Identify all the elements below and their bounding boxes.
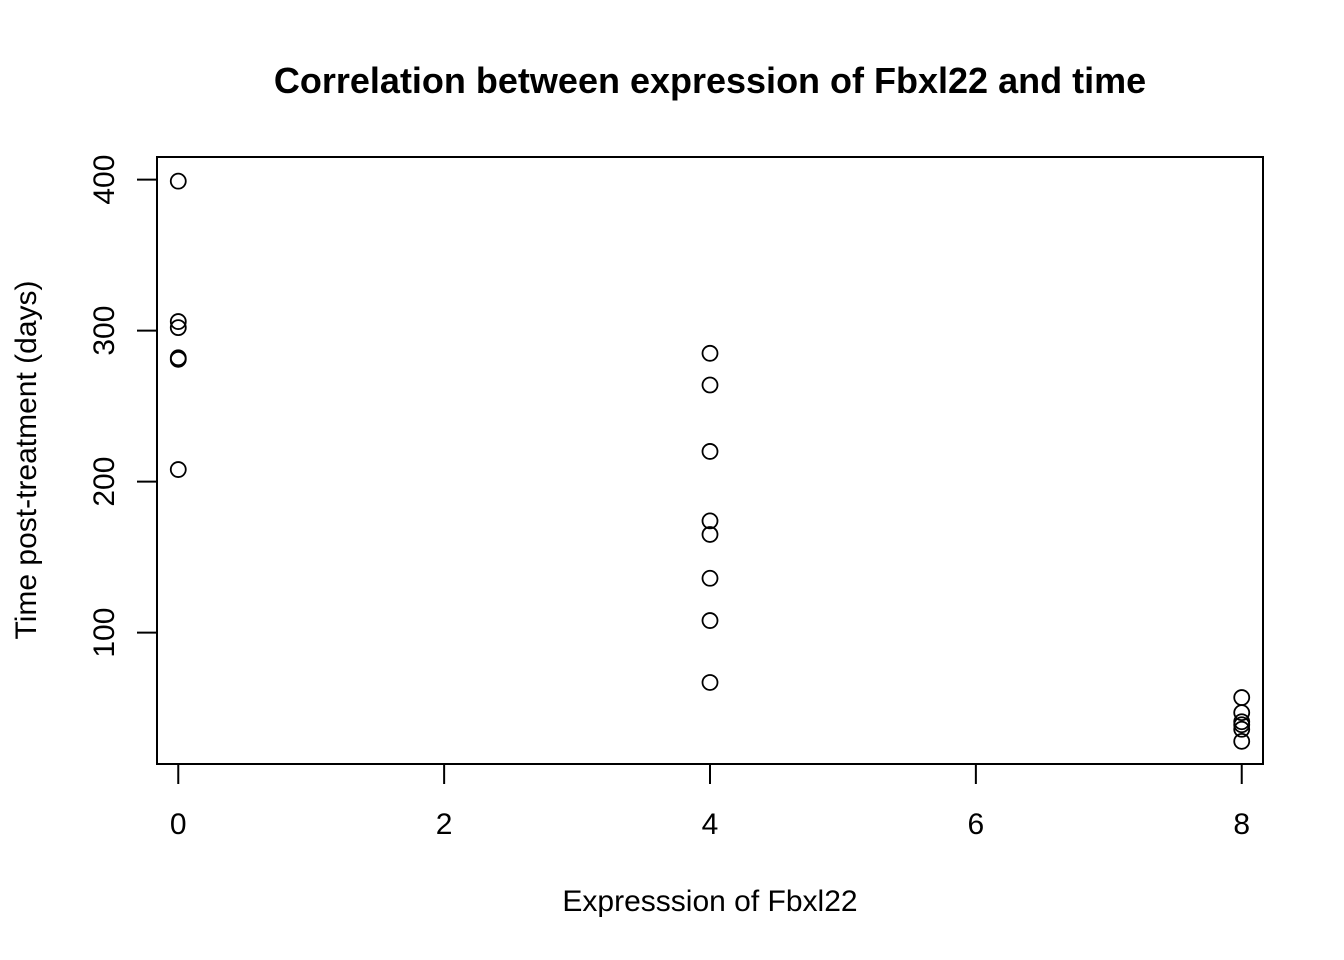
x-tick-label: 8 [1233, 808, 1250, 841]
data-point [701, 443, 719, 460]
y-axis-label: Time post-treatment (days) [10, 281, 43, 640]
data-point [701, 526, 719, 543]
data-point [701, 344, 719, 362]
y-tick-label: 100 [88, 608, 121, 658]
data-point [1233, 716, 1251, 734]
data-point [169, 319, 187, 337]
data-point [169, 313, 187, 330]
data-points [169, 172, 1251, 750]
y-tick-label: 400 [88, 155, 121, 205]
data-point [701, 569, 719, 587]
x-tick-label: 0 [170, 808, 187, 841]
data-point [169, 461, 187, 478]
y-tick-label: 200 [88, 457, 121, 507]
chart-title: Correlation between expression of Fbxl22… [274, 60, 1146, 101]
x-axis-label: Expresssion of Fbxl22 [562, 885, 857, 918]
data-point [701, 512, 719, 530]
data-point [701, 674, 719, 691]
x-tick-label: 4 [702, 808, 719, 841]
plot-frame [156, 156, 1264, 765]
y-tick-label: 300 [88, 306, 121, 356]
x-axis: 0 2 4 6 8 [170, 763, 1250, 841]
data-point [701, 612, 719, 629]
data-point [169, 350, 187, 368]
data-point [1233, 704, 1251, 722]
data-point [1233, 689, 1251, 706]
x-tick-label: 6 [968, 808, 985, 841]
data-point [1233, 732, 1251, 750]
data-point [169, 172, 187, 190]
y-axis: 100 200 300 400 [88, 155, 158, 658]
data-point [1233, 720, 1251, 738]
data-point [701, 376, 719, 394]
x-tick-label: 2 [436, 808, 453, 841]
